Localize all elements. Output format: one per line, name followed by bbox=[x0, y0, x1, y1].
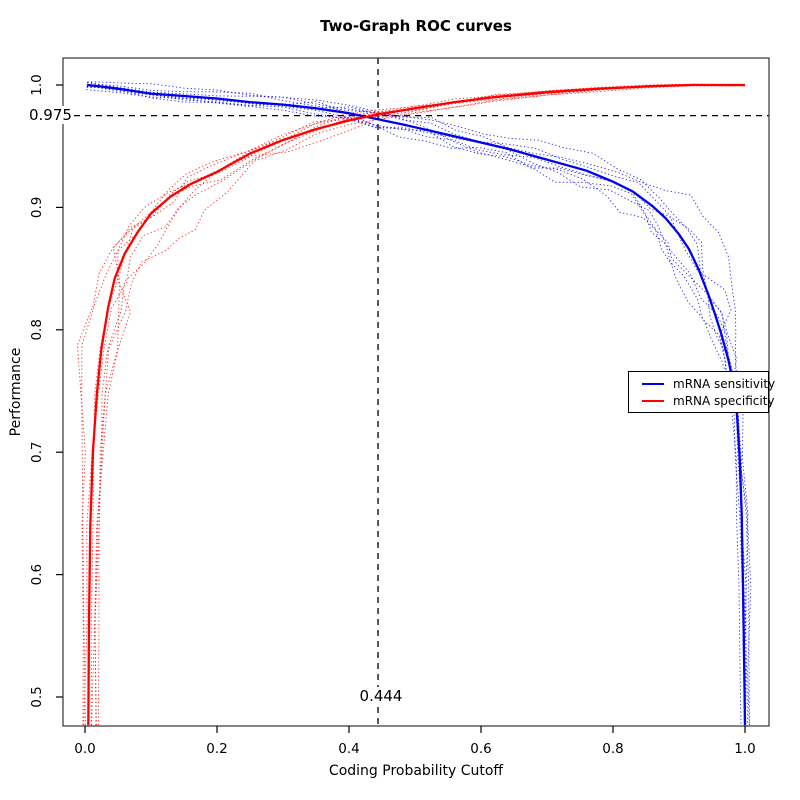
y-tick-label: 0.9 bbox=[29, 197, 45, 218]
ci-replicate-curve bbox=[83, 83, 746, 726]
legend-box: mRNA sensitivity mRNA specificity bbox=[628, 371, 775, 413]
chart-title: Two-Graph ROC curves bbox=[320, 17, 512, 35]
y-tick-label: 1.0 bbox=[29, 74, 45, 95]
ci-replicate-curve bbox=[87, 82, 747, 726]
legend-label: mRNA specificity bbox=[673, 393, 775, 408]
x-tick-label: 0.4 bbox=[338, 741, 359, 757]
x-tick-label: 0.8 bbox=[602, 741, 623, 757]
x-tick-label: 0.6 bbox=[470, 741, 491, 757]
ci-replicate-curve bbox=[90, 84, 746, 726]
x-tick-label: 0.2 bbox=[206, 741, 227, 757]
plot-box bbox=[62, 57, 770, 727]
x-tick-label: 0.0 bbox=[74, 741, 95, 757]
legend-entry-specificity: mRNA specificity bbox=[642, 394, 775, 408]
ci-replicate-curve bbox=[91, 83, 746, 726]
y-tick-label: 0.5 bbox=[29, 686, 45, 707]
mean-curve-mRNA-specificity bbox=[87, 83, 745, 726]
legend-label: mRNA sensitivity bbox=[673, 376, 776, 391]
ci-replicate-curve bbox=[76, 84, 746, 726]
vline-threshold-label: 0.444 bbox=[357, 687, 405, 705]
x-axis-title: Coding Probability Cutoff bbox=[328, 763, 504, 779]
hline-threshold-label: 0.975 bbox=[27, 106, 74, 124]
y-tick-label: 0.7 bbox=[29, 441, 45, 462]
y-tick-label: 0.8 bbox=[29, 319, 45, 340]
y-axis-title: Performance bbox=[8, 347, 24, 437]
sensitivity-line-swatch bbox=[642, 382, 664, 385]
x-tick-label: 1.0 bbox=[734, 741, 755, 757]
y-tick-label: 0.6 bbox=[29, 564, 45, 585]
legend-entry-sensitivity: mRNA sensitivity bbox=[642, 377, 775, 391]
specificity-line-swatch bbox=[642, 399, 664, 402]
